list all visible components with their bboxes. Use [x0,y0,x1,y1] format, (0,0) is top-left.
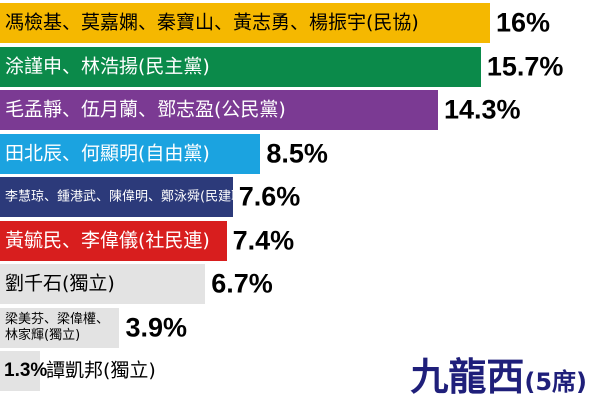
bar-1 [0,46,481,87]
bar-label-6: 劉千石(獨立) [5,272,115,295]
bar-label-8: 譚凱邦(獨立) [46,359,156,382]
bar-3 [0,133,261,174]
value-label-1: 15.7% [486,51,564,81]
value-label-6: 6.7% [211,268,273,299]
bar-2 [0,90,438,130]
bar-6 [0,264,206,304]
bar-7 [0,307,120,348]
value-label-4: 7.6% [238,181,301,212]
value-label-2: 14.3% [443,94,521,125]
bar-5 [0,220,227,261]
bar-8 [0,351,40,391]
bar-label-0: 馮檢基、莫嘉嫻、秦寶山、黃志勇、楊振宇(民協) [5,11,419,34]
bar-label-1: 涂謹申、林浩揚(民主黨) [5,55,210,77]
value-label-0: 16% [496,7,551,38]
district-title: 九龍西(5席) [410,346,587,401]
bar-label-7: 梁美芬、梁偉權、 林家輝(獨立) [5,311,110,343]
value-label-3: 8.5% [266,138,328,168]
bar-label-4: 李慧琼、鍾港武、陳偉明、鄭泳舜(民建聯) [5,189,250,205]
bar-0 [0,3,490,43]
value-label-5: 7.4% [232,225,295,255]
bar-4 [0,177,233,217]
district-seats: (5席) [524,368,587,396]
bar-label-5: 黃毓民、李偉儀(社民連) [5,229,210,251]
district-name: 九龍西 [410,355,525,399]
value-label-7: 3.9% [125,312,187,342]
bar-label-3: 田北辰、何顯明(自由黨) [5,142,210,164]
value-label-8: 1.3% [4,360,48,381]
bar-label-2: 毛孟靜、伍月蘭、鄧志盈(公民黨) [5,98,286,121]
